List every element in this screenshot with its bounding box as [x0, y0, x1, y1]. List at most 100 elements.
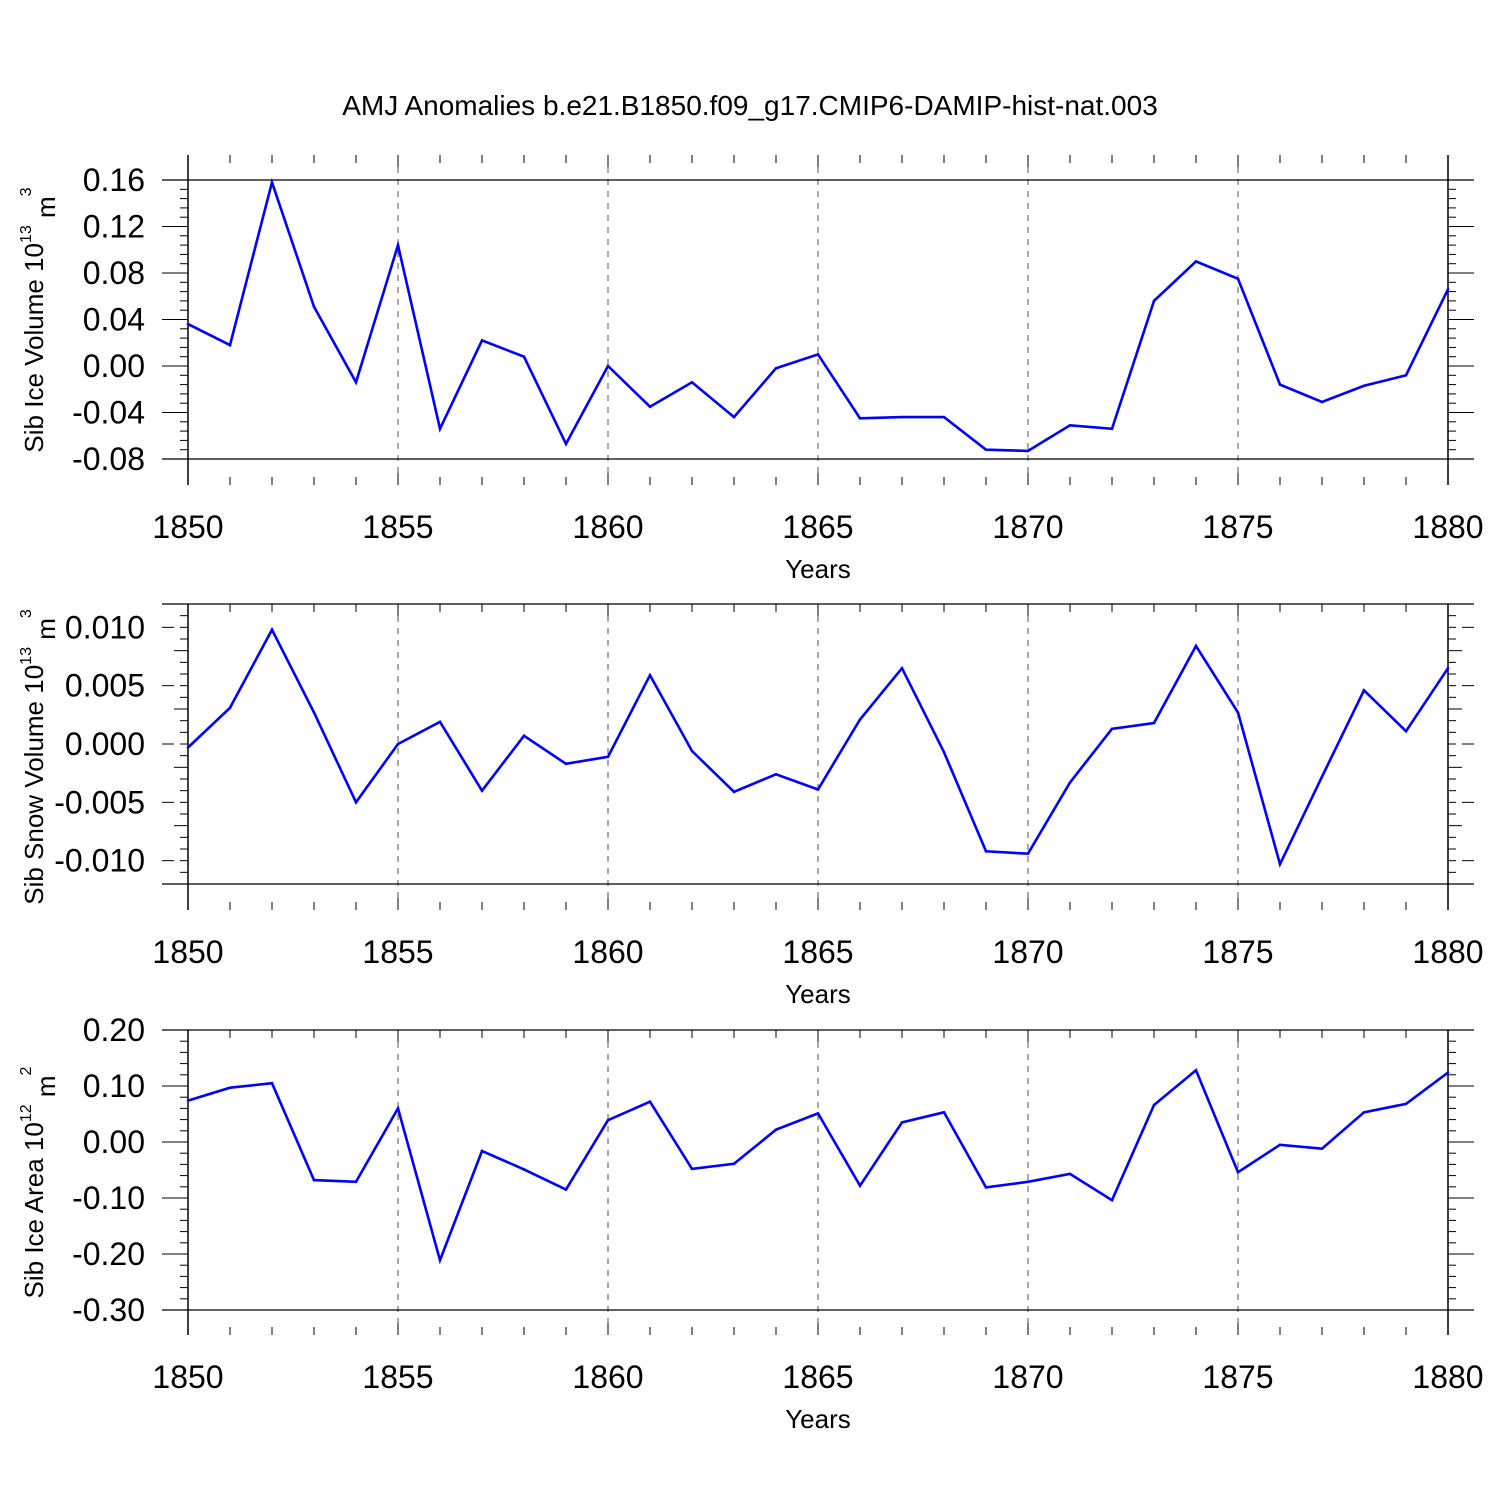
- data-point: [1110, 427, 1114, 431]
- y-axis-label-text: Sib Ice Area 10: [19, 1122, 49, 1298]
- panel-1: -0.08 -0.04 0.00 0.04 0.08 0.12 0.16 1850 1855 18…: [18, 155, 1484, 584]
- y-tick-label: 0.00: [83, 1124, 145, 1160]
- data-point: [984, 1186, 988, 1189]
- data-point: [1152, 1103, 1156, 1107]
- data-point: [480, 1149, 484, 1153]
- y-axis-label: Sib Ice Volume 1013 m3: [18, 187, 61, 452]
- data-point: [186, 746, 190, 749]
- x-tick-label: 1870: [992, 934, 1063, 970]
- x-tick-label: 1865: [782, 509, 853, 545]
- y-axis-label-unit-exp: 3: [18, 187, 35, 196]
- data-point: [732, 1162, 736, 1166]
- x-tick-label: 1870: [992, 1359, 1063, 1395]
- data-point: [816, 788, 820, 791]
- data-point: [1404, 1102, 1408, 1106]
- data-point: [1236, 711, 1240, 714]
- data-point: [228, 343, 232, 347]
- data-point: [438, 720, 442, 724]
- y-axis-label-exp: 13: [18, 225, 35, 243]
- x-tick-label: 1865: [782, 1359, 853, 1395]
- y-axis-label-text: Sib Ice Volume 10: [19, 243, 49, 453]
- data-point: [606, 1118, 610, 1122]
- y-tick-label: 0.04: [83, 302, 145, 338]
- data-point: [942, 415, 946, 419]
- data-point: [774, 367, 778, 370]
- data-point: [942, 750, 946, 754]
- data-point: [690, 749, 694, 753]
- data-point: [396, 1107, 400, 1110]
- data-point: [354, 801, 358, 804]
- data-point: [606, 364, 610, 368]
- data-point: [438, 1258, 442, 1262]
- y-tick-label: -0.20: [72, 1236, 145, 1272]
- data-point: [1404, 374, 1408, 377]
- data-point: [564, 1188, 568, 1191]
- data-point: [984, 448, 988, 452]
- data-point: [480, 339, 484, 342]
- data-point: [1110, 727, 1114, 731]
- data-point: [522, 1168, 526, 1171]
- data-point: [1068, 423, 1072, 427]
- data-point: [564, 762, 568, 766]
- data-point: [690, 380, 694, 384]
- y-axis-label-unit: m: [31, 196, 61, 225]
- y-axis-label-unit-exp: 2: [18, 1066, 35, 1075]
- data-point: [732, 790, 736, 794]
- x-tick-label: 1875: [1202, 934, 1273, 970]
- y-tick-label: -0.04: [72, 395, 145, 431]
- y-tick-label: 0.005: [65, 668, 145, 704]
- x-tick-label: 1880: [1412, 509, 1483, 545]
- panel-3: -0.30 -0.20 -0.10 0.00 0.10 0.20 1850 1855 1860 1…: [18, 1012, 1484, 1434]
- chart-title: AMJ Anomalies b.e21.B1850.f09_g17.CMIP6-…: [342, 90, 1158, 121]
- data-point: [900, 415, 904, 419]
- data-point: [1026, 1180, 1030, 1184]
- data-point: [1194, 260, 1198, 263]
- data-point: [1320, 400, 1324, 404]
- x-tick-label: 1850: [152, 934, 223, 970]
- data-point: [1404, 729, 1408, 733]
- data-point: [732, 415, 736, 419]
- data-point: [1320, 1147, 1324, 1151]
- data-point: [858, 417, 862, 420]
- data-point: [1110, 1198, 1114, 1202]
- data-point: [690, 1167, 694, 1171]
- y-tick-label: 0.000: [65, 726, 145, 762]
- data-point: [312, 711, 316, 714]
- data-point: [1194, 1069, 1198, 1072]
- data-point: [1236, 277, 1240, 281]
- data-point: [1446, 666, 1450, 670]
- data-point: [270, 1081, 274, 1085]
- data-point: [480, 789, 484, 792]
- data-point: [648, 1100, 652, 1103]
- data-point: [1446, 1071, 1450, 1074]
- data-point: [1236, 1170, 1240, 1174]
- y-axis-label-unit: m: [31, 1075, 61, 1104]
- data-point: [1068, 1172, 1072, 1176]
- panel-2: -0.010 -0.005 0.000 0.005 0.010 1850 1855 1860 1…: [18, 603, 1484, 1009]
- data-point: [816, 1112, 820, 1115]
- y-axis-label: Sib Ice Area 1012 m2: [18, 1066, 61, 1298]
- data-point: [942, 1111, 946, 1114]
- data-point: [648, 673, 652, 677]
- data-point: [186, 322, 190, 326]
- data-point: [1362, 1111, 1366, 1114]
- x-tick-label: 1855: [362, 509, 433, 545]
- y-tick-label: 0.20: [83, 1012, 145, 1048]
- data-point: [1152, 299, 1156, 303]
- data-point: [1278, 862, 1282, 866]
- data-point: [774, 1128, 778, 1131]
- data-point: [900, 666, 904, 670]
- data-point: [1320, 775, 1324, 778]
- data-point: [312, 1178, 316, 1182]
- data-point: [648, 405, 652, 408]
- x-tick-label: 1860: [572, 934, 643, 970]
- data-point: [1446, 287, 1450, 291]
- data-point: [354, 1180, 358, 1184]
- y-tick-label: -0.10: [72, 1180, 145, 1216]
- y-tick-label: 0.16: [83, 162, 145, 198]
- y-axis-label: Sib Snow Volume 1013 m3: [18, 609, 61, 905]
- y-axis-label-unit-exp: 3: [18, 609, 35, 618]
- data-point: [984, 850, 988, 853]
- data-point: [1152, 721, 1156, 725]
- y-tick-label: 0.010: [65, 609, 145, 645]
